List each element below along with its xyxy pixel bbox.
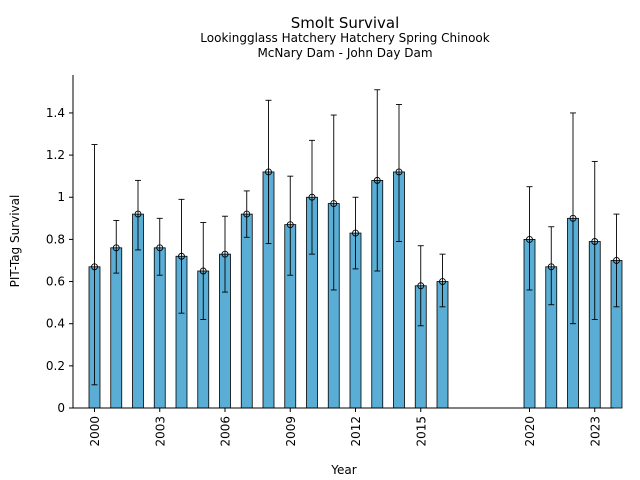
y-tick-label: 0.4 xyxy=(46,317,65,331)
point-marker xyxy=(591,238,599,245)
point-marker xyxy=(221,250,229,258)
x-axis-ticks: 2000 2003 2006 2009 2012 2015 2020 2023 xyxy=(88,408,602,447)
y-tick-label: 1.4 xyxy=(46,106,65,120)
chart-title: Smolt Survival xyxy=(291,14,400,32)
x-tick-label: 2006 xyxy=(219,416,233,447)
y-tick-label: 0.8 xyxy=(46,232,65,246)
point-marker xyxy=(547,263,555,271)
point-marker xyxy=(439,278,446,285)
point-marker xyxy=(526,235,533,243)
point-marker xyxy=(373,176,381,184)
x-tick-label: 2023 xyxy=(588,416,602,447)
y-tick-label: 1 xyxy=(57,190,65,204)
y-tick-label: 0 xyxy=(57,401,65,415)
x-tick-label: 2012 xyxy=(349,416,363,447)
y-axis-ticks: 0 0.2 0.4 0.6 0.8 1 1.2 1.4 xyxy=(46,106,73,415)
point-marker xyxy=(199,267,207,275)
point-marker xyxy=(352,229,359,237)
point-marker xyxy=(569,214,577,222)
point-marker xyxy=(112,244,120,252)
x-tick-label: 2000 xyxy=(88,416,102,447)
chart-subtitle-line-1: Lookingglass Hatchery Hatchery Spring Ch… xyxy=(200,31,489,45)
bar xyxy=(240,213,253,409)
point-marker xyxy=(417,282,425,290)
y-tick-label: 0.6 xyxy=(46,275,65,289)
x-tick-label: 2020 xyxy=(523,416,537,447)
point-marker xyxy=(156,244,164,252)
point-marker xyxy=(395,168,403,176)
x-axis-label: Year xyxy=(330,463,356,477)
y-tick-label: 0.2 xyxy=(46,359,65,373)
point-marker xyxy=(308,193,316,201)
plot-area xyxy=(88,89,623,409)
point-marker xyxy=(134,210,142,218)
point-marker xyxy=(330,200,338,208)
y-tick-label: 1.2 xyxy=(46,148,65,162)
point-marker xyxy=(243,210,251,218)
point-marker xyxy=(613,257,620,264)
x-tick-label: 2009 xyxy=(284,416,298,447)
x-tick-label: 2003 xyxy=(153,416,167,447)
y-axis-label: PIT-Tag Survival xyxy=(8,195,22,288)
point-marker xyxy=(286,221,294,229)
point-marker xyxy=(178,252,185,260)
point-marker xyxy=(91,263,98,271)
point-marker xyxy=(265,168,272,176)
chart-subtitle-line-2: McNary Dam - John Day Dam xyxy=(257,46,432,60)
x-tick-label: 2015 xyxy=(414,416,428,447)
